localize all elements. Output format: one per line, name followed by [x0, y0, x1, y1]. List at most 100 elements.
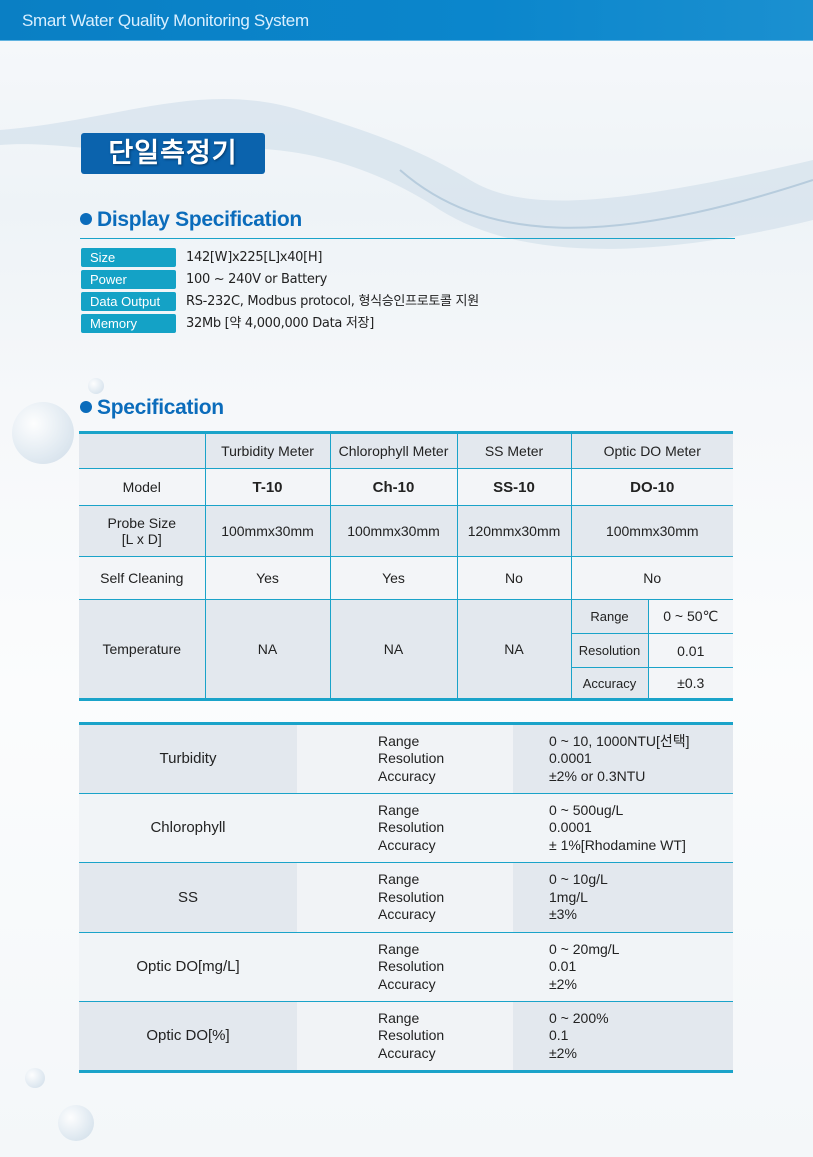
param-value: 0 ~ 10, 1000NTU[선택]: [549, 732, 690, 749]
sensor-name: Optic DO[%]: [79, 1001, 297, 1071]
param-values: 0 ~ 500ug/L 0.0001 ± 1%[Rhodamine WT]: [513, 793, 733, 863]
param-label: Range: [378, 801, 420, 818]
display-spec-heading: Display Specification: [80, 208, 302, 232]
cell: DO-10: [570, 468, 733, 506]
param-label: Accuracy: [378, 836, 436, 853]
cell: NA: [329, 599, 458, 700]
cell: 100mmx30mm: [329, 505, 458, 557]
spec-value-power: 100 ~ 240V or Battery: [186, 272, 328, 287]
table-row: Resolution 0.01: [79, 633, 733, 668]
param-labels: Range Resolution Accuracy: [297, 862, 513, 932]
param-label: Resolution: [378, 750, 445, 766]
spec-value-size: 142[W]x225[L]x40[H]: [186, 250, 323, 265]
cell: Yes: [329, 556, 458, 600]
bullet-icon: [80, 401, 92, 413]
param-value: 0.1: [549, 1027, 569, 1043]
param-label: Resolution: [378, 1027, 445, 1043]
cell: SS-10: [456, 468, 572, 506]
param-value: ±3%: [549, 906, 577, 922]
cell: Yes: [204, 556, 331, 600]
spec-value-data-output: RS-232C, Modbus protocol, 형식승인프로토콜 지원: [186, 294, 479, 309]
table-row: Accuracy ±0.3: [79, 667, 733, 700]
sensor-name: Turbidity: [79, 723, 297, 793]
sensor-name: Chlorophyll: [79, 793, 297, 863]
bubble-decoration: [88, 378, 104, 394]
cell: No: [456, 556, 572, 600]
param-label: Accuracy: [378, 975, 436, 992]
cell: 100mmx30mm: [570, 505, 733, 557]
param-values: 0 ~ 10, 1000NTU[선택] 0.0001 ±2% or 0.3NTU: [513, 723, 733, 793]
param-value: 0 ~ 20mg/L: [549, 940, 620, 957]
param-value: 0.01: [549, 958, 577, 974]
sub-label: Resolution: [571, 633, 649, 668]
table-row: Optic DO[%] Range Resolution Accuracy 0 ~ …: [79, 1001, 733, 1071]
column-header: Chlorophyll Meter: [329, 432, 458, 469]
param-labels: Range Resolution Accuracy: [297, 723, 513, 793]
param-label: Resolution: [378, 819, 445, 835]
table-row: Turbidity Range Resolution Accuracy 0 ~ 10…: [79, 723, 733, 793]
row-label-line: Probe Size: [107, 515, 176, 531]
page-title-badge: 단일측정기: [81, 133, 265, 174]
table-row: Chlorophyll Range Resolution Accuracy 0 ~ …: [79, 793, 733, 863]
table-row: Temperature NA NA NA Range 0 ~ 50℃: [79, 599, 733, 700]
heading-text: Specification: [97, 396, 224, 419]
bubble-decoration: [58, 1105, 94, 1141]
cell: 100mmx30mm: [204, 505, 331, 557]
empty-header-cell: [79, 432, 206, 469]
sub-value: ±0.3: [647, 667, 733, 700]
param-labels: Range Resolution Accuracy: [297, 793, 513, 863]
param-label: Range: [378, 732, 420, 749]
bullet-icon: [80, 213, 92, 225]
param-labels: Range Resolution Accuracy: [297, 932, 513, 1002]
sensor-name: SS: [79, 862, 297, 932]
row-label: Self Cleaning: [79, 556, 206, 600]
param-value: ±2% or 0.3NTU: [549, 767, 646, 784]
param-value: 0 ~ 10g/L: [549, 871, 608, 887]
sub-value: 0 ~ 50℃: [647, 599, 733, 634]
param-value: 0 ~ 500ug/L: [549, 801, 624, 818]
cell: T-10: [204, 468, 331, 506]
param-value: ±2%: [549, 975, 577, 992]
param-label: Resolution: [378, 958, 445, 974]
cell: NA: [204, 599, 331, 700]
top-banner: Smart Water Quality Monitoring System: [0, 0, 813, 41]
table-row: Model T-10 Ch-10 SS-10 DO-10: [79, 468, 733, 506]
cell: Ch-10: [329, 468, 458, 506]
bubble-decoration: [12, 402, 74, 464]
table-row: SS Range Resolution Accuracy 0 ~ 10g/L 1mg/…: [79, 862, 733, 932]
param-label: Accuracy: [378, 906, 436, 922]
column-header: SS Meter: [456, 432, 572, 469]
sub-label: Range: [570, 599, 649, 634]
cell: 120mmx30mm: [456, 505, 572, 557]
table-row: Probe Size [L x D] 100mmx30mm 100mmx30mm …: [79, 505, 733, 557]
sensor-spec-table: Turbidity Range Resolution Accuracy 0 ~ 10…: [79, 722, 733, 1073]
param-label: Range: [378, 940, 420, 957]
sub-value: 0.01: [647, 633, 733, 668]
param-label: Accuracy: [378, 767, 436, 784]
param-value: ±2%: [549, 1044, 577, 1061]
table-row: Self Cleaning Yes Yes No No: [79, 556, 733, 600]
row-label: Probe Size [L x D]: [79, 505, 206, 557]
param-label: Resolution: [378, 888, 445, 905]
sensor-name: Optic DO[mg/L]: [79, 932, 297, 1002]
spec-label-size: Size: [81, 248, 176, 267]
param-value: ± 1%[Rhodamine WT]: [549, 836, 686, 853]
spec-label-data-output: Data Output: [81, 292, 176, 311]
banner-title: Smart Water Quality Monitoring System: [22, 11, 309, 30]
row-label-line: [L x D]: [121, 531, 162, 547]
meter-spec-table: Turbidity Meter Chlorophyll Meter SS Met…: [79, 431, 733, 701]
row-label: Model: [79, 468, 206, 506]
divider: [80, 238, 735, 239]
spec-label-power: Power: [81, 270, 176, 289]
param-label: Accuracy: [378, 1044, 436, 1061]
param-labels: Range Resolution Accuracy: [297, 1001, 513, 1071]
param-values: 0 ~ 10g/L 1mg/L ±3%: [513, 862, 733, 932]
spec-label-memory: Memory: [81, 314, 176, 333]
sub-label: Accuracy: [571, 667, 649, 700]
param-label: Range: [378, 1009, 420, 1026]
param-value: 1mg/L: [549, 888, 588, 905]
bubble-decoration: [25, 1068, 45, 1088]
param-values: 0 ~ 20mg/L 0.01 ±2%: [513, 932, 733, 1002]
heading-text: Display Specification: [97, 208, 302, 231]
param-label: Range: [378, 871, 420, 887]
